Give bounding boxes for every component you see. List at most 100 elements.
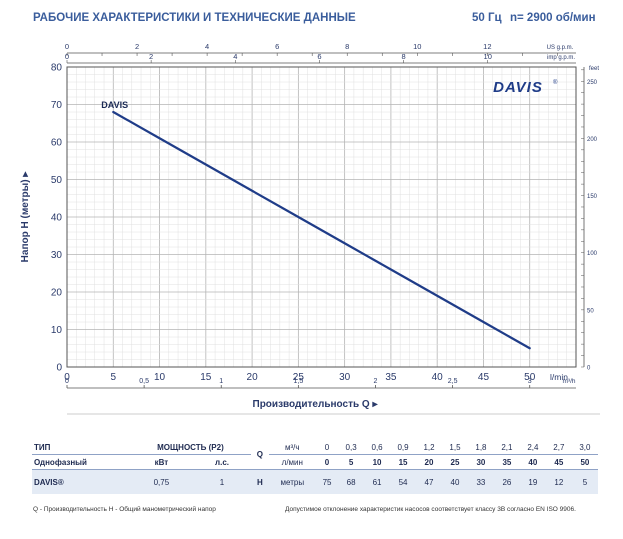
us-gpm-tick-label: 0 <box>65 42 69 51</box>
us-gpm-tick-label: 12 <box>483 42 491 51</box>
us-gpm-tick-label: 4 <box>205 42 209 51</box>
phase-header: Однофазный <box>32 454 130 470</box>
kw-value: 0,75 <box>129 469 193 494</box>
feet-tick-label: 200 <box>587 137 598 143</box>
x-tick-label: 30 <box>339 372 351 383</box>
chart-title: РАБОЧИЕ ХАРАКТЕРИСТИКИ И ТЕХНИЧЕСКИЕ ДАН… <box>33 12 356 24</box>
y-tick-label: 60 <box>51 138 63 149</box>
lmin-unit: л/мин <box>268 454 316 470</box>
x-tick-label: 0 <box>64 372 70 383</box>
m3h-tick-label: 1,5 <box>293 378 303 385</box>
m3h-tick-label: 0,5 <box>139 378 149 385</box>
x-tick-label: 10 <box>154 372 166 383</box>
m3h-value: 2,1 <box>493 440 520 455</box>
h-header: H <box>251 469 269 494</box>
us-gpm-unit-label: US g.p.m. <box>547 45 574 51</box>
table-row: Однофазный кВт л.с. л/мин 0 5 10 15 20 2… <box>32 454 598 470</box>
x-tick-label: 50 <box>524 372 536 383</box>
h-value: 47 <box>416 469 442 494</box>
m3h-value: 2,4 <box>519 440 546 455</box>
y-tick-label: 80 <box>51 63 63 74</box>
footer-tolerance-note: Допустимое отклонение характеристик насо… <box>285 506 576 513</box>
x-unit-label: l/min <box>550 372 568 382</box>
feet-tick-label: 0 <box>587 366 591 372</box>
h-value: 40 <box>441 469 468 494</box>
us-gpm-tick-label: 6 <box>275 42 279 51</box>
x-tick-label: 35 <box>385 372 397 383</box>
lmin-value: 10 <box>364 454 391 470</box>
feet-tick-label: 150 <box>587 194 598 200</box>
h-value: 75 <box>315 469 339 494</box>
h-value: 12 <box>545 469 572 494</box>
lmin-value: 40 <box>519 454 546 470</box>
m3h-value: 0,9 <box>390 440 417 455</box>
lmin-value: 30 <box>467 454 494 470</box>
h-value: 5 <box>571 469 598 494</box>
series-line <box>112 110 531 350</box>
m3h-value: 1,2 <box>416 440 442 455</box>
meters-unit: метры <box>268 469 316 494</box>
y-tick-label: 0 <box>56 363 62 374</box>
m3h-tick-label: 1 <box>219 378 223 385</box>
kw-header: кВт <box>129 454 193 470</box>
m3h-tick-label: 0 <box>65 378 69 385</box>
m3h-unit-label: m³/h <box>563 378 576 385</box>
x-tick-label: 20 <box>247 372 259 383</box>
x-tick-label: 45 <box>478 372 490 383</box>
speed-label: n= 2900 об/мин <box>510 12 596 24</box>
h-value: 61 <box>364 469 391 494</box>
power-header: МОЩНОСТЬ (P2) <box>129 440 252 455</box>
y-tick-label: 40 <box>51 213 63 224</box>
m3h-value: 2,7 <box>545 440 572 455</box>
m3h-tick-label: 3 <box>528 378 532 385</box>
lmin-value: 15 <box>390 454 417 470</box>
lmin-value: 5 <box>338 454 365 470</box>
h-value: 68 <box>338 469 365 494</box>
footer-legend: Q - Производительность H - Общий маномет… <box>33 506 216 513</box>
x-tick-label: 25 <box>293 372 305 383</box>
table-row: ТИП МОЩНОСТЬ (P2) Q м³/ч 0 0,3 0,6 0,9 1… <box>32 440 598 470</box>
m3h-value: 3,0 <box>571 440 598 455</box>
us-gpm-tick-label: 10 <box>413 42 421 51</box>
brand-logo-mark: ® <box>553 79 558 86</box>
us-gpm-tick-label: 2 <box>135 42 139 51</box>
q-header: Q <box>251 440 269 470</box>
y-tick-label: 30 <box>51 250 63 261</box>
feet-tick-label: 50 <box>587 308 594 314</box>
imp-gpm-tick-label: 4 <box>233 52 237 61</box>
h-value: 19 <box>519 469 546 494</box>
imp-gpm-unit-label: imp g.p.m. <box>547 55 575 61</box>
imp-gpm-tick-label: 10 <box>484 52 492 61</box>
m3h-value: 0 <box>315 440 339 455</box>
technical-data-table: ТИП МОЩНОСТЬ (P2) Q м³/ч 0 0,3 0,6 0,9 1… <box>32 440 598 494</box>
h-value: 26 <box>493 469 520 494</box>
frequency-label: 50 Гц <box>472 12 502 24</box>
y-tick-label: 70 <box>51 100 63 111</box>
imp-gpm-tick-label: 8 <box>401 52 405 61</box>
plot-frame <box>66 66 577 368</box>
m3h-value: 1,8 <box>467 440 494 455</box>
lmin-value: 20 <box>416 454 442 470</box>
h-value: 33 <box>467 469 494 494</box>
h-value: 54 <box>390 469 417 494</box>
x-axis-title: Производительность Q ▸ <box>253 399 379 410</box>
m3h-unit: м³/ч <box>268 440 316 455</box>
y-tick-label: 20 <box>51 288 63 299</box>
lmin-value: 50 <box>571 454 598 470</box>
model-name: DAVIS® <box>32 469 130 494</box>
m3h-value: 1,5 <box>441 440 468 455</box>
lmin-value: 0 <box>315 454 339 470</box>
lmin-value: 25 <box>441 454 468 470</box>
feet-unit-label: feet <box>589 66 599 72</box>
m3h-tick-label: 2 <box>374 378 378 385</box>
x-tick-label: 40 <box>432 372 444 383</box>
us-gpm-tick-label: 8 <box>345 42 349 51</box>
hp-value: 1 <box>192 469 252 494</box>
feet-tick-label: 100 <box>587 251 598 257</box>
lmin-value: 35 <box>493 454 520 470</box>
brand-logo: DAVIS <box>493 79 543 96</box>
feet-tick-label: 250 <box>587 80 598 86</box>
x-tick-label: 15 <box>200 372 212 383</box>
m3h-tick-label: 2,5 <box>448 378 458 385</box>
